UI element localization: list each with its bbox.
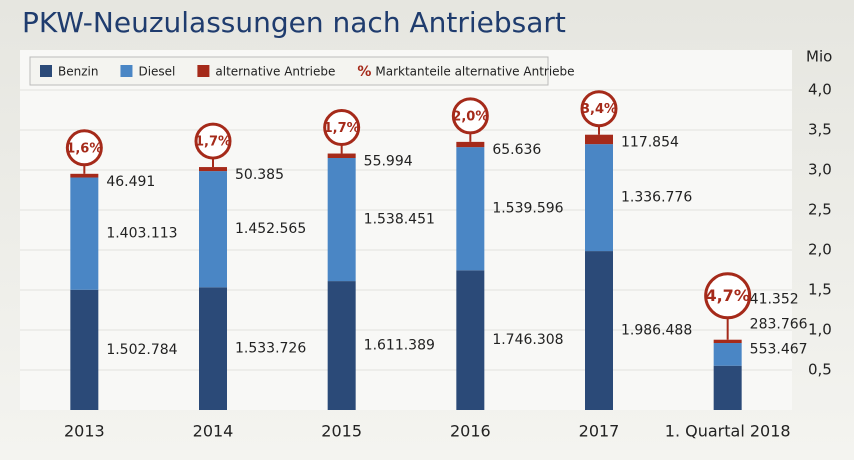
data-label: 117.854 <box>621 135 679 151</box>
share-marker <box>451 97 489 135</box>
share-marker <box>704 272 752 320</box>
y-tick-label: 3,5 <box>808 121 832 139</box>
bar-segment <box>456 141 485 148</box>
y-tick-label: 3,0 <box>808 161 832 179</box>
bar-segment <box>585 251 613 410</box>
chart-title: PKW-Neuzulassungen nach Antriebsart <box>22 6 566 39</box>
legend-label: alternative Antriebe <box>215 65 335 79</box>
y-axis-label: Mio <box>806 48 832 66</box>
legend-symbol: % <box>357 64 371 80</box>
bar-segment <box>199 167 227 172</box>
share-marker <box>323 109 361 147</box>
legend-label: Diesel <box>138 65 175 79</box>
share-label: 1,7% <box>195 135 231 150</box>
y-tick-label: 2,5 <box>808 201 832 219</box>
y-tick-label: 1,0 <box>808 321 832 339</box>
legend-swatch <box>197 65 210 77</box>
data-label: 553.467 <box>750 342 808 358</box>
x-tick-label: 2016 <box>450 422 491 441</box>
bar-segment <box>713 339 742 344</box>
x-tick-label: 2013 <box>64 422 105 441</box>
data-label: 1.336.776 <box>621 190 692 206</box>
data-label: 1.533.726 <box>235 341 306 357</box>
y-tick-label: 4,0 <box>808 81 832 99</box>
bar-segment <box>585 144 613 252</box>
data-label: 50.385 <box>235 167 284 183</box>
data-label: 1.403.113 <box>106 226 177 242</box>
data-label: 41.352 <box>750 292 799 308</box>
y-tick-label: 2,0 <box>808 241 832 259</box>
legend: Benzin Diesel alternative Antriebe% Marktan… <box>40 64 575 80</box>
legend-swatch <box>40 65 52 77</box>
bar-segment <box>456 147 485 271</box>
x-tick-label: 2015 <box>321 422 362 441</box>
data-label: 1.538.451 <box>364 212 435 228</box>
bar-segment <box>70 173 99 178</box>
legend-label: Benzin <box>58 65 98 79</box>
bar-segment <box>713 343 742 366</box>
data-label: 1.986.488 <box>621 323 692 339</box>
bar-segment <box>585 134 613 145</box>
x-tick-label: 2014 <box>193 422 234 441</box>
y-tick-label: 0,5 <box>808 361 832 379</box>
share-marker <box>580 90 618 128</box>
data-label: 55.994 <box>364 154 413 170</box>
bar-segment <box>327 281 356 410</box>
bar-segment <box>327 158 356 282</box>
data-label: 65.636 <box>492 142 541 158</box>
bar-segment <box>199 287 227 410</box>
share-label: 3,4% <box>581 102 617 117</box>
bar-segment <box>70 289 99 410</box>
share-marker <box>65 129 103 167</box>
y-tick-label: 1,5 <box>808 281 832 299</box>
x-tick-label: 1. Quartal 2018 <box>665 422 791 441</box>
bar-segment <box>713 365 742 410</box>
bar-segment <box>70 177 99 290</box>
legend-box <box>29 56 549 86</box>
share-label: 4,7% <box>705 286 749 305</box>
plot-area <box>20 50 792 410</box>
bar-segment <box>199 171 227 288</box>
data-label: 46.491 <box>106 174 155 190</box>
x-tick-label: 2017 <box>579 422 620 441</box>
data-label: 1.452.565 <box>235 221 306 237</box>
share-label: 1,7% <box>324 121 360 136</box>
data-label: 1.502.784 <box>106 342 177 358</box>
data-label: 1.611.389 <box>364 338 435 354</box>
share-marker <box>194 122 232 160</box>
legend-label: Marktanteile alternative Antriebe <box>375 65 574 79</box>
share-label: 2,0% <box>452 109 488 124</box>
data-label: 1.539.596 <box>492 201 563 217</box>
legend-swatch <box>120 65 133 77</box>
data-label: 283.766 <box>750 317 808 333</box>
bar-segment <box>327 153 356 159</box>
share-label: 1,6% <box>66 141 102 156</box>
data-label: 1.746.308 <box>492 332 563 348</box>
bar-segment <box>456 270 485 410</box>
